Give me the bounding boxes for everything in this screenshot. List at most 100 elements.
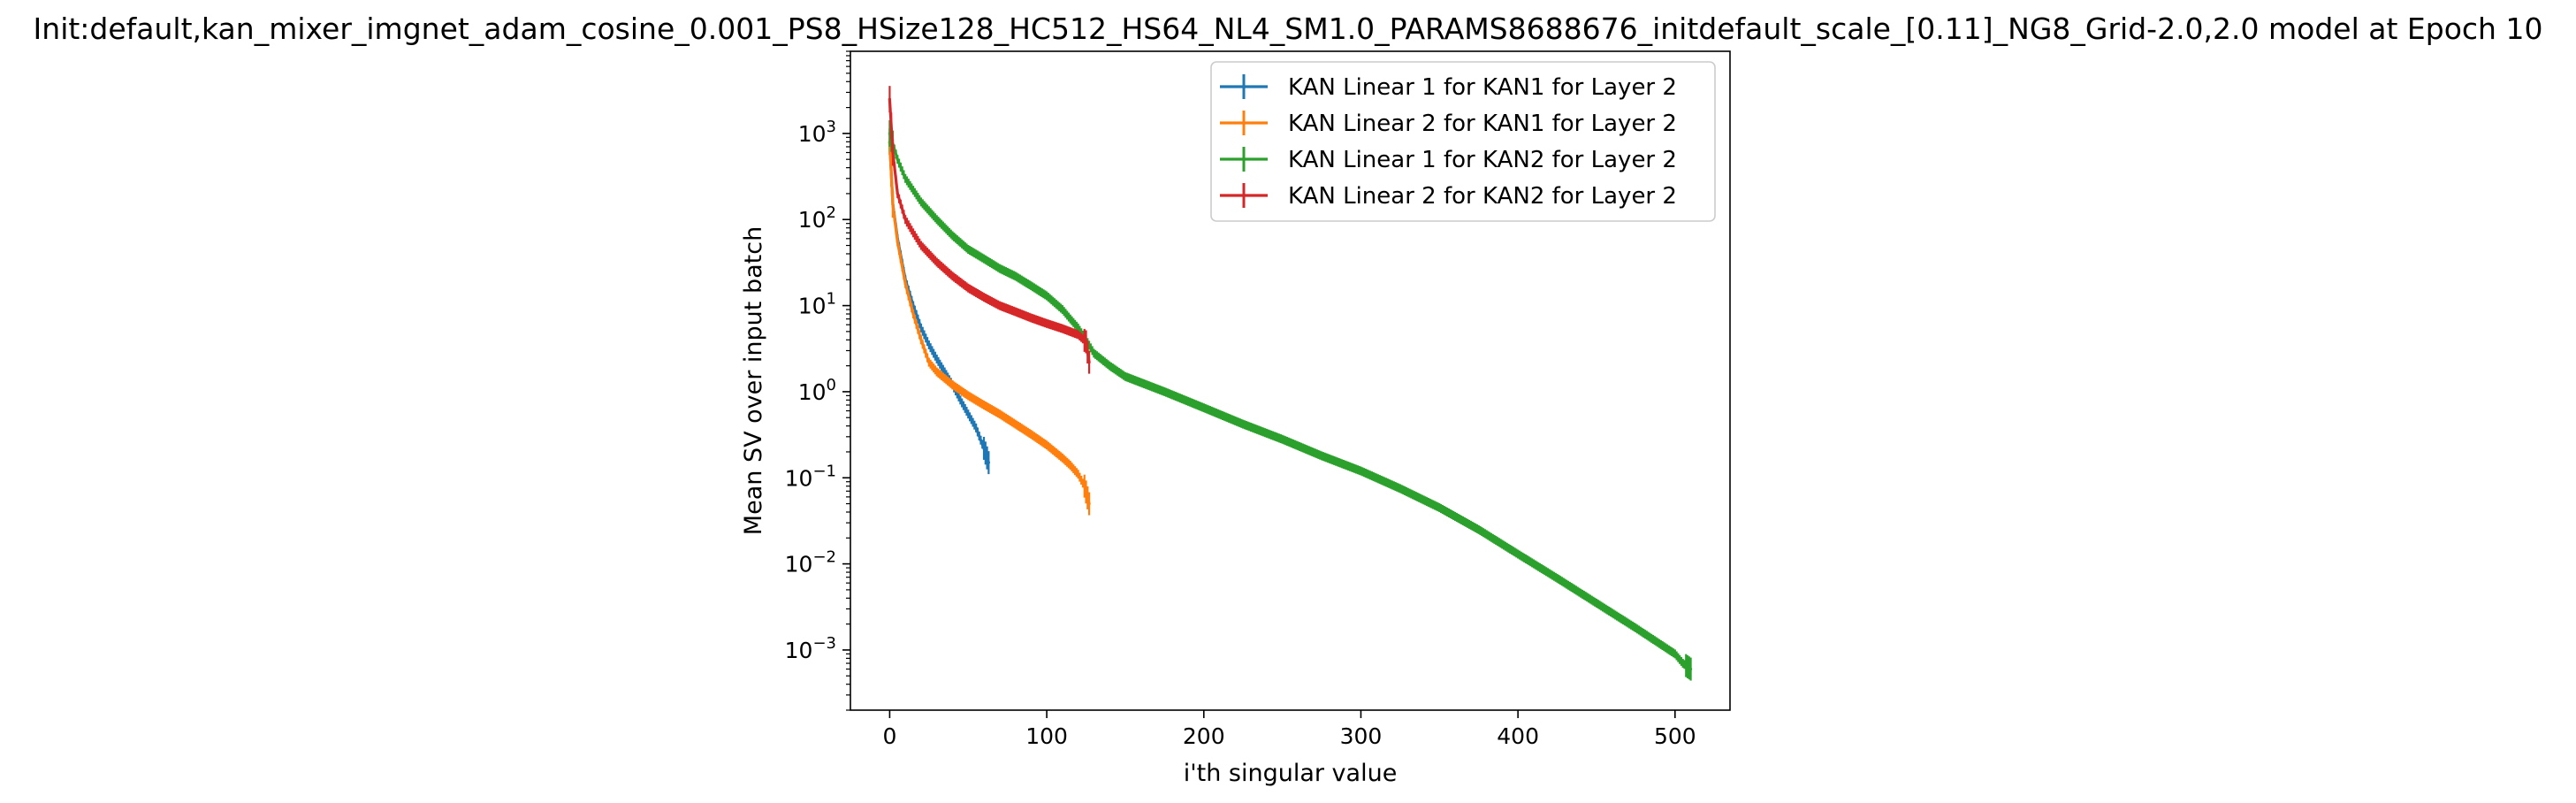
- x-tick-label: 400: [1497, 723, 1539, 749]
- data-point: [982, 257, 986, 261]
- data-point: [974, 426, 978, 430]
- data-point: [1061, 308, 1064, 311]
- data-point: [987, 461, 990, 464]
- y-tick-label: 101: [798, 290, 836, 319]
- data-point: [891, 203, 895, 206]
- data-point: [1077, 326, 1080, 330]
- data-point: [966, 394, 970, 397]
- legend-item: KAN Linear 1 for KAN1 for Layer 2: [1220, 74, 1677, 101]
- data-point: [966, 248, 970, 251]
- data-point: [1084, 340, 1088, 344]
- data-point: [896, 157, 899, 161]
- data-point: [903, 282, 907, 286]
- data-point: [927, 343, 931, 347]
- data-point: [1281, 438, 1284, 441]
- x-tick-label: 0: [882, 723, 896, 749]
- data-point: [1681, 662, 1685, 665]
- legend: KAN Linear 1 for KAN1 for Layer 2 KAN Lin…: [1210, 61, 1716, 222]
- y-tick-label: 100: [798, 376, 836, 405]
- series-3: [888, 119, 1693, 681]
- data-point: [1061, 456, 1064, 460]
- data-point: [1634, 626, 1637, 630]
- data-point: [896, 192, 899, 195]
- data-point: [950, 274, 955, 278]
- data-point: [943, 370, 947, 374]
- data-point: [1013, 310, 1017, 314]
- legend-label: KAN Linear 2 for KAN1 for Layer 2: [1288, 111, 1677, 137]
- data-point: [1516, 552, 1520, 556]
- data-point: [1108, 364, 1111, 368]
- data-point: [935, 357, 939, 361]
- data-point: [1087, 360, 1091, 364]
- data-point: [1092, 351, 1096, 355]
- x-tick-label: 200: [1183, 723, 1225, 749]
- data-point: [927, 360, 931, 364]
- y-tick-label: 103: [798, 118, 836, 147]
- series-2: [888, 128, 1091, 516]
- data-point: [1437, 506, 1441, 509]
- x-tick-label: 100: [1025, 723, 1068, 749]
- legend-label: KAN Linear 1 for KAN2 for Layer 2: [1288, 147, 1677, 173]
- data-point: [1399, 486, 1402, 491]
- data-point: [982, 403, 986, 407]
- data-point: [1013, 422, 1017, 426]
- data-point: [896, 240, 899, 244]
- data-point: [950, 233, 955, 238]
- data-point: [1673, 652, 1677, 656]
- y-tick-label: 10−3: [785, 634, 836, 663]
- data-point: [1029, 284, 1033, 287]
- y-axis-label: Mean SV over input batch: [740, 226, 767, 535]
- data-point: [891, 150, 895, 155]
- data-point: [1241, 422, 1245, 426]
- data-point: [919, 200, 923, 203]
- y-tick-label: 10−1: [785, 462, 836, 491]
- data-point: [1061, 327, 1064, 331]
- data-point: [1029, 316, 1033, 320]
- data-point: [982, 295, 986, 299]
- legend-item: KAN Linear 1 for KAN2 for Layer 2: [1220, 147, 1677, 173]
- series-line: [888, 141, 990, 463]
- data-point: [1013, 274, 1017, 278]
- data-point: [1320, 454, 1323, 458]
- y-tick-label: 102: [798, 203, 836, 233]
- data-point: [1083, 485, 1086, 488]
- data-point: [935, 218, 939, 221]
- data-point: [903, 218, 907, 221]
- legend-box: [1210, 61, 1716, 222]
- series-4: [888, 86, 1091, 374]
- series-line: [888, 99, 1091, 363]
- data-point: [1477, 528, 1481, 532]
- data-point: [888, 97, 892, 101]
- data-point: [935, 260, 939, 264]
- data-point: [1029, 432, 1033, 436]
- series-layer: [888, 86, 1693, 681]
- series-line: [888, 141, 1091, 505]
- data-point: [1202, 406, 1206, 409]
- data-point: [998, 266, 1002, 271]
- data-point: [919, 338, 923, 341]
- x-axis: 0 100 200 300 400 500: [882, 710, 1696, 749]
- data-point: [982, 447, 986, 450]
- data-point: [1688, 667, 1693, 671]
- y-axis: 10−3 10−2 10−1 100 101 102 103: [785, 50, 850, 711]
- data-point: [919, 243, 923, 248]
- data-point: [966, 412, 970, 416]
- data-point: [1087, 501, 1091, 506]
- plot-area-frame: [850, 50, 1731, 711]
- data-point: [958, 398, 962, 402]
- data-point: [1595, 601, 1598, 605]
- data-point: [1045, 322, 1048, 325]
- legend-item: KAN Linear 2 for KAN1 for Layer 2: [1220, 111, 1677, 137]
- series-1: [888, 128, 990, 475]
- data-point: [1045, 443, 1048, 447]
- x-tick-label: 300: [1340, 723, 1383, 749]
- data-point: [911, 231, 915, 234]
- chart-title: Init:default,kan_mixer_imgnet_adam_cosin…: [34, 11, 2543, 46]
- legend-label: KAN Linear 1 for KAN1 for Layer 2: [1288, 74, 1677, 101]
- legend-label: KAN Linear 2 for KAN2 for Layer 2: [1288, 183, 1677, 210]
- data-point: [1077, 472, 1080, 476]
- data-point: [903, 177, 907, 180]
- data-point: [950, 383, 955, 386]
- data-point: [998, 412, 1002, 416]
